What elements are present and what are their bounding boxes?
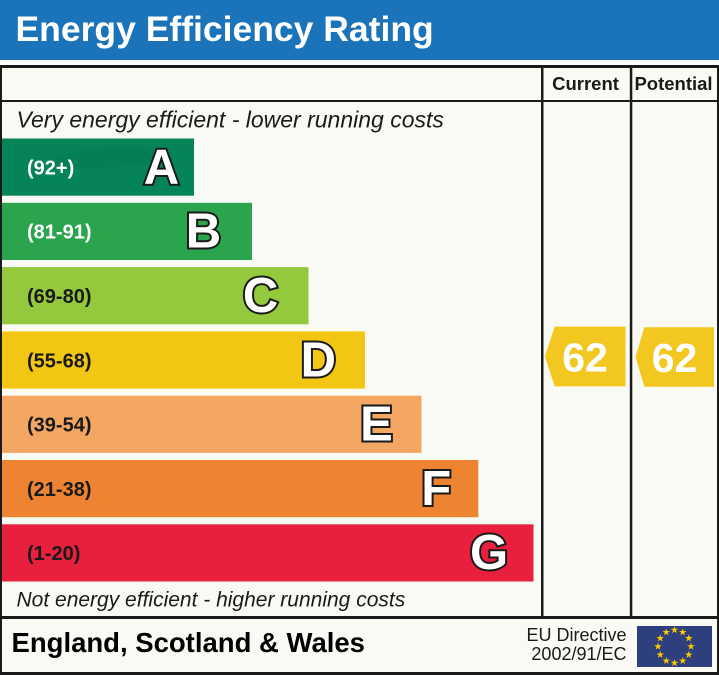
- svg-text:62: 62: [652, 335, 698, 381]
- svg-text:62: 62: [562, 335, 608, 381]
- svg-text:D: D: [301, 333, 336, 387]
- svg-text:(1-20): (1-20): [27, 543, 80, 565]
- svg-text:EU Directive: EU Directive: [526, 625, 626, 645]
- svg-text:E: E: [360, 398, 393, 452]
- svg-text:(21-38): (21-38): [27, 479, 91, 501]
- svg-text:G: G: [470, 526, 508, 580]
- svg-text:Very energy efficient - lower: Very energy efficient - lower running co…: [17, 107, 445, 133]
- svg-text:F: F: [421, 462, 451, 516]
- svg-text:Not energy efficient - higher: Not energy efficient - higher running co…: [17, 589, 406, 612]
- svg-text:Potential: Potential: [634, 73, 712, 94]
- svg-text:(81-91): (81-91): [27, 222, 91, 244]
- svg-text:Current: Current: [552, 73, 619, 94]
- svg-text:2002/91/EC: 2002/91/EC: [531, 644, 626, 664]
- svg-text:C: C: [243, 269, 278, 323]
- svg-text:(39-54): (39-54): [27, 415, 91, 437]
- svg-text:Energy Efficiency Rating: Energy Efficiency Rating: [16, 9, 434, 49]
- svg-text:(92+): (92+): [27, 157, 74, 179]
- svg-text:(69-80): (69-80): [27, 286, 91, 308]
- svg-text:B: B: [186, 205, 221, 259]
- svg-text:England, Scotland & Wales: England, Scotland & Wales: [12, 627, 365, 658]
- svg-text:(55-68): (55-68): [27, 350, 91, 372]
- svg-text:A: A: [144, 140, 179, 194]
